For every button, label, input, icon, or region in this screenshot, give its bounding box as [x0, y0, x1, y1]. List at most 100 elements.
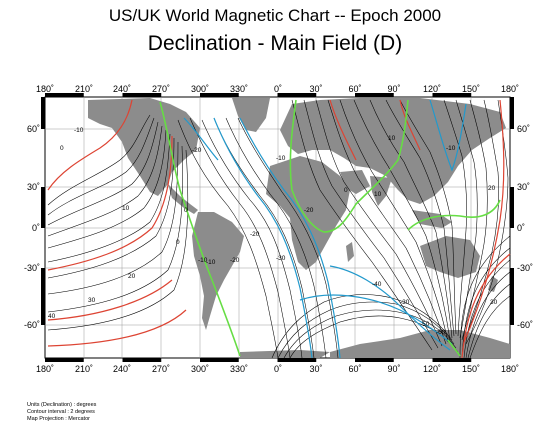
border-tick	[510, 187, 514, 228]
lon-label: 330˚	[230, 84, 248, 94]
lon-label: 30˚	[309, 364, 322, 374]
contour-label: 0	[184, 207, 188, 214]
contour-label: -10	[206, 259, 216, 266]
contour-labels: -10 0 10 20 30 40 -20 -30 -40 -50 -60 -1…	[48, 127, 498, 336]
lon-label: 0˚	[274, 364, 282, 374]
border-tick	[510, 97, 514, 129]
lat-label: -30˚	[24, 263, 40, 273]
contour-negative-north-east	[429, 99, 467, 172]
contour-label: -20	[230, 257, 240, 264]
contour-label: 10	[122, 205, 130, 212]
contour-label: 20	[488, 185, 496, 192]
contour-positive-ne2	[329, 99, 357, 161]
contour-label: -10	[446, 145, 456, 152]
border-tick	[432, 93, 472, 97]
contour-label: 40	[48, 313, 56, 320]
border-tick	[277, 358, 317, 362]
contour-positive-ne	[399, 99, 421, 151]
lat-labels-right: 60˚ 30˚ 0˚ -30˚ -60˚	[517, 124, 533, 330]
lon-label: 120˚	[423, 364, 441, 374]
note-projection: Map Projection : Mercator	[27, 416, 90, 422]
contour-positive-east	[463, 99, 505, 343]
contour-label: -10	[198, 257, 208, 264]
lat-label: -30˚	[517, 263, 533, 273]
zero-declination-line	[159, 99, 501, 357]
chart-subtitle: Declination - Main Field (D)	[147, 32, 403, 55]
contour-label: 10	[388, 135, 396, 142]
contour-label: -50	[420, 321, 430, 328]
contour-label: 30	[490, 299, 498, 306]
lon-label: 90˚	[387, 84, 400, 94]
contour-label: -60	[436, 329, 446, 336]
lon-label: 180˚	[36, 364, 54, 374]
contour-label: 0	[176, 239, 180, 246]
border-tick	[41, 187, 45, 228]
lat-labels-left: 60˚ 30˚ 0˚ -30˚ -60˚	[24, 124, 40, 330]
border-tick	[122, 93, 162, 97]
lon-label: 0˚	[274, 84, 282, 94]
contour-label: -10	[276, 155, 286, 162]
lat-label: 60˚	[27, 124, 40, 134]
lat-label: 60˚	[517, 124, 530, 134]
contour-label: -20	[250, 231, 260, 238]
contour-label: 10	[374, 191, 382, 198]
contour-label: -10	[74, 127, 84, 134]
contour-positive-se	[461, 253, 511, 359]
contour-label: 0	[60, 145, 64, 152]
lat-label: 30˚	[517, 182, 530, 192]
contour-label: -30	[276, 255, 286, 262]
border-tick	[510, 268, 514, 325]
lon-label: 240˚	[113, 364, 131, 374]
lon-label: 60˚	[348, 84, 361, 94]
contour-label: 0	[344, 187, 348, 194]
contour-negative-20-atlantic	[239, 117, 341, 359]
contour-label: -20	[192, 147, 202, 154]
border-tick	[45, 358, 84, 362]
contour-label: -20	[304, 207, 314, 214]
note-units: Units (Declination) : degrees	[27, 402, 97, 408]
note-contour-interval: Contour interval : 2 degrees	[27, 409, 95, 415]
lat-label: 0˚	[32, 223, 40, 233]
lon-label: 210˚	[75, 364, 93, 374]
border-tick	[41, 97, 45, 129]
lon-label: 180˚	[36, 84, 54, 94]
contour-label: -30	[400, 299, 410, 306]
contour-label: -40	[372, 281, 382, 288]
contour-label: 20	[128, 273, 136, 280]
chart-title: US/UK World Magnetic Chart -- Epoch 2000	[108, 6, 442, 25]
contour-positive-20-west	[47, 135, 173, 271]
border-tick	[122, 358, 162, 362]
lon-label: 90˚	[387, 364, 400, 374]
border-tick	[45, 93, 84, 97]
border-tick	[200, 358, 239, 362]
lon-label: 150˚	[462, 84, 480, 94]
lon-label: 270˚	[152, 84, 170, 94]
lon-label: 150˚	[462, 364, 480, 374]
border-ticks	[41, 93, 514, 362]
border-tick	[277, 93, 317, 97]
negative-contours	[183, 99, 467, 359]
contour-positive-40-west	[47, 309, 187, 347]
border-tick	[432, 358, 472, 362]
lon-label: 60˚	[348, 364, 361, 374]
border-tick	[355, 358, 394, 362]
lon-label: 270˚	[152, 364, 170, 374]
border-tick	[355, 93, 394, 97]
border-tick	[200, 93, 239, 97]
minor-contours	[47, 99, 511, 359]
contour-positive-10-west	[47, 99, 133, 191]
lon-label: 180˚	[501, 364, 519, 374]
border-tick	[41, 268, 45, 325]
positive-contours	[47, 99, 511, 359]
lat-label: -60˚	[24, 320, 40, 330]
contour-positive-30-west	[47, 279, 173, 321]
lat-label: 0˚	[517, 223, 525, 233]
lon-label: 180˚	[501, 84, 519, 94]
contour-negative-north-west	[183, 117, 219, 161]
lon-label: 30˚	[309, 84, 322, 94]
lon-label: 300˚	[191, 84, 209, 94]
lat-label: -60˚	[517, 320, 533, 330]
contour-negative-10-atlantic	[213, 117, 313, 359]
lon-label: 240˚	[113, 84, 131, 94]
